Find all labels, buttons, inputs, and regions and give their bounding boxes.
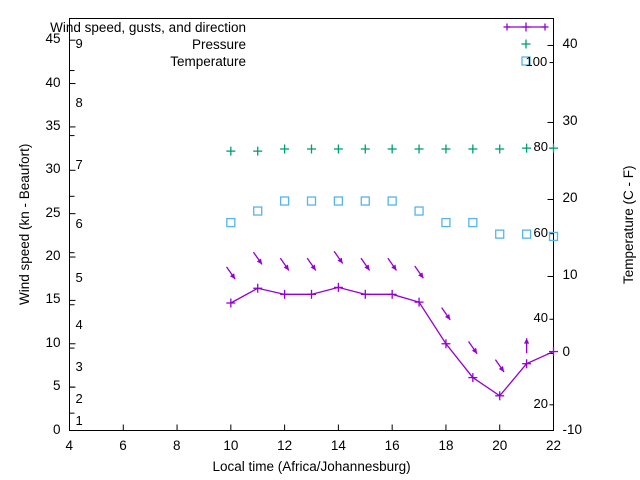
- left-tick-label: 30: [45, 161, 61, 177]
- left-tick-label: 45: [45, 31, 61, 47]
- x-tick-label: 18: [438, 437, 454, 453]
- y2-axis-title: Temperature (C - F): [621, 165, 636, 284]
- fahrenheit-label: 80: [533, 139, 548, 155]
- x-tick-label: 4: [65, 437, 74, 453]
- left-tick-label: 25: [45, 204, 61, 220]
- left-tick-label: 0: [52, 421, 61, 437]
- left-tick-label: 5: [52, 378, 61, 394]
- legend-label-wind[interactable]: Wind speed, gusts, and direction: [50, 20, 246, 35]
- wind-speed-series: [226, 282, 558, 401]
- x-tick-label: 12: [277, 437, 293, 453]
- fahrenheit-label: 60: [533, 224, 548, 240]
- beaufort-label: 8: [75, 94, 83, 110]
- pressure-series: [226, 143, 558, 156]
- right-tick-label: 30: [562, 113, 578, 129]
- right-tick-label: 40: [562, 36, 578, 52]
- fahrenheit-label: 20: [533, 395, 548, 411]
- right-tick-label: -10: [562, 421, 583, 437]
- plot-border: [69, 18, 554, 431]
- x-tick-label: 20: [492, 437, 508, 453]
- left-tick-label: 15: [45, 291, 61, 307]
- temperature-series: [226, 196, 559, 242]
- fahrenheit-label: 40: [533, 310, 548, 326]
- x-tick-label: 22: [546, 437, 562, 453]
- left-tick-label: 35: [45, 117, 61, 133]
- right-tick-label: 10: [562, 267, 578, 283]
- x-tick-label: 10: [223, 437, 239, 453]
- beaufort-label: 5: [75, 269, 83, 285]
- fahrenheit-label: 100: [525, 53, 548, 69]
- left-tick-label: 20: [45, 248, 61, 264]
- legend-label-pressure[interactable]: Pressure: [191, 37, 246, 52]
- beaufort-label: 4: [75, 317, 83, 333]
- x-axis-title: Local time (Africa/Johannesburg): [212, 458, 411, 474]
- wind-direction-arrows: [225, 250, 530, 373]
- y-axis-title: Wind speed (kn - Beaufort): [17, 143, 32, 305]
- left-axis-ticks: [69, 39, 76, 431]
- bottom-axis-ticks: [69, 424, 554, 431]
- x-tick-label: 6: [119, 437, 127, 453]
- legend-label-temperature[interactable]: Temperature: [170, 54, 246, 69]
- legend-markers: [503, 22, 549, 66]
- beaufort-label: 9: [75, 35, 83, 51]
- beaufort-label: 1: [75, 412, 83, 428]
- beaufort-ticks: [69, 70, 75, 414]
- right-axis-ticks: [547, 44, 554, 431]
- x-tick-label: 14: [330, 437, 346, 453]
- x-tick-label: 8: [173, 437, 181, 453]
- right-tick-label: 0: [562, 344, 571, 360]
- beaufort-label: 7: [75, 156, 83, 172]
- beaufort-label: 2: [75, 391, 83, 407]
- right-tick-label: 20: [562, 190, 578, 206]
- beaufort-label: 6: [75, 215, 83, 231]
- left-tick-label: 40: [45, 74, 61, 90]
- beaufort-label: 3: [75, 359, 83, 375]
- x-tick-label: 16: [384, 437, 400, 453]
- left-tick-label: 10: [45, 334, 61, 350]
